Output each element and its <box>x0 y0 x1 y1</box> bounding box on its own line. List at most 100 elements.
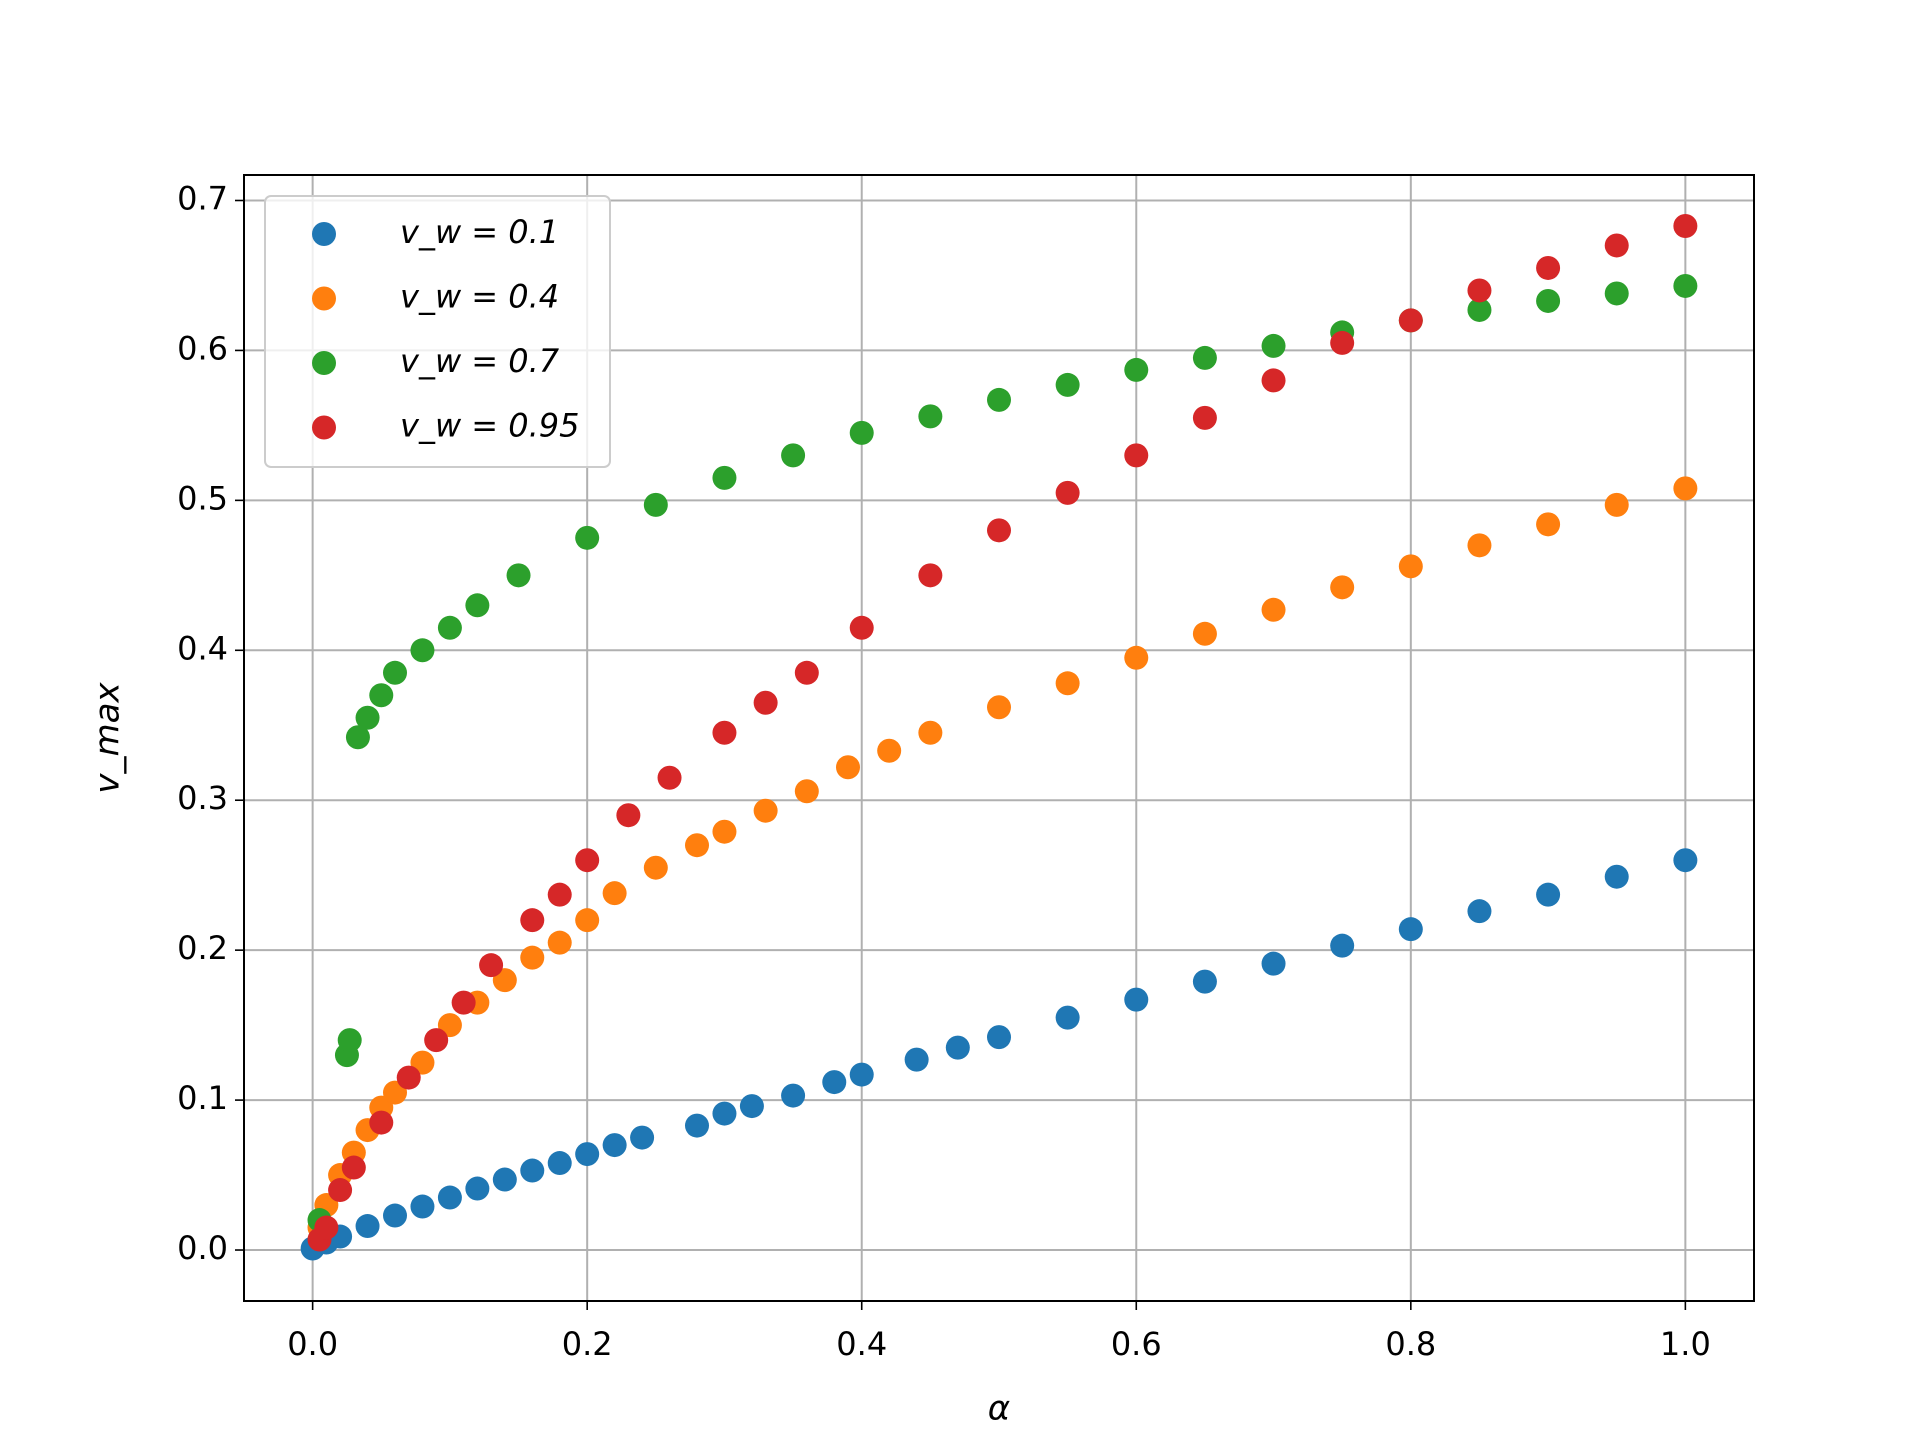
legend-label: v_w = 0.95 <box>400 407 580 445</box>
point <box>369 683 394 708</box>
point <box>1604 492 1629 517</box>
x-tick-label: 0.8 <box>1385 1325 1436 1363</box>
point <box>547 882 572 907</box>
point <box>685 1113 709 1138</box>
point <box>437 615 462 640</box>
point <box>547 1151 572 1176</box>
point <box>1467 533 1492 558</box>
point <box>345 725 370 750</box>
point <box>1536 255 1561 280</box>
point <box>547 930 572 955</box>
point <box>520 908 545 933</box>
point <box>355 1214 380 1239</box>
point <box>383 660 407 685</box>
point <box>1192 969 1217 994</box>
y-tick-label: 0.7 <box>177 179 228 217</box>
point <box>1536 288 1561 313</box>
point <box>520 945 545 970</box>
y-tick-label: 0.4 <box>177 629 228 667</box>
point <box>1673 273 1698 298</box>
point <box>918 720 943 745</box>
point <box>465 593 490 618</box>
legend-marker <box>312 415 336 440</box>
legend-label: v_w = 0.1 <box>400 213 559 251</box>
point <box>987 387 1011 412</box>
point <box>918 404 943 429</box>
point <box>1124 987 1149 1012</box>
point <box>1192 345 1217 370</box>
point <box>1604 233 1629 258</box>
point <box>849 420 874 445</box>
point <box>520 1158 545 1183</box>
point <box>794 779 819 804</box>
x-tick-label: 0.6 <box>1111 1325 1162 1363</box>
point <box>451 990 476 1015</box>
point <box>492 1167 517 1192</box>
point <box>1261 333 1286 358</box>
point <box>685 833 709 858</box>
point <box>1124 443 1149 468</box>
point <box>1192 621 1217 646</box>
point <box>396 1065 421 1090</box>
point <box>1536 512 1561 537</box>
point <box>328 1178 353 1203</box>
point <box>753 690 778 715</box>
point <box>1261 368 1286 393</box>
point <box>602 881 627 906</box>
point <box>822 1070 847 1095</box>
point <box>410 638 435 663</box>
point <box>1398 554 1423 579</box>
point <box>1467 278 1492 303</box>
point <box>1055 372 1080 397</box>
point <box>739 1094 764 1119</box>
legend-marker <box>312 286 336 311</box>
point <box>1673 213 1698 238</box>
point <box>1467 297 1492 322</box>
point <box>575 1142 600 1167</box>
legend-label: v_w = 0.7 <box>400 342 560 380</box>
point <box>1055 480 1080 505</box>
point <box>1398 917 1423 942</box>
y-tick-label: 0.6 <box>177 329 228 367</box>
point <box>1192 405 1217 430</box>
point <box>1330 575 1355 600</box>
point <box>849 1062 874 1087</box>
point <box>410 1194 435 1219</box>
point <box>337 1028 362 1053</box>
point <box>712 465 737 490</box>
point <box>355 705 380 730</box>
legend-marker <box>312 222 336 246</box>
point <box>987 1025 1011 1050</box>
point <box>987 518 1011 543</box>
point <box>753 798 778 823</box>
point <box>657 765 682 790</box>
point <box>1330 330 1355 355</box>
point <box>1124 645 1149 670</box>
y-tick-label: 0.1 <box>177 1079 228 1117</box>
point <box>836 755 860 780</box>
legend-box <box>264 195 611 468</box>
point <box>630 1125 655 1150</box>
y-tick-label: 0.5 <box>177 479 228 517</box>
legend-label: v_w = 0.4 <box>400 278 559 316</box>
plot-frame <box>243 174 1755 1302</box>
point <box>1261 951 1286 976</box>
point <box>465 1176 490 1201</box>
point <box>1398 308 1423 333</box>
x-tick-label: 1.0 <box>1660 1325 1711 1363</box>
point <box>1124 357 1149 382</box>
point <box>314 1215 339 1240</box>
point <box>712 819 737 844</box>
point <box>437 1185 462 1210</box>
point <box>1673 476 1698 501</box>
point <box>1055 1005 1080 1030</box>
x-axis-label: α <box>988 1389 1010 1429</box>
point <box>575 908 600 933</box>
point <box>643 492 668 517</box>
y-axis-label: v_max <box>88 682 128 794</box>
point <box>602 1133 627 1158</box>
point <box>369 1110 394 1135</box>
point <box>643 855 668 880</box>
point <box>341 1155 366 1180</box>
